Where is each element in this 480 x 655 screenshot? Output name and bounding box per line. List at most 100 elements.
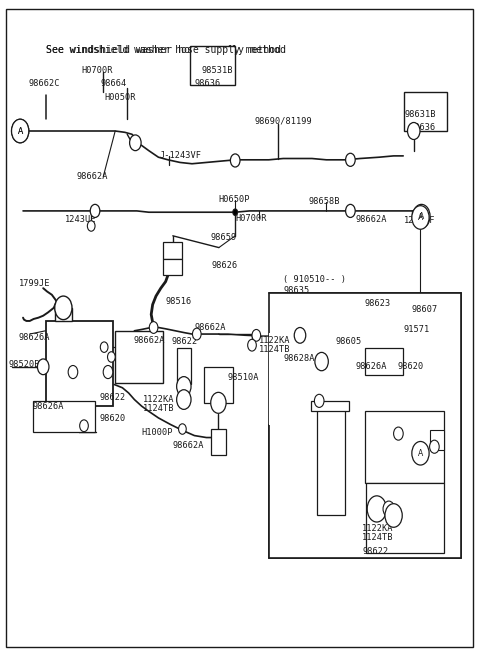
Text: See windshield washer hose supply method: See windshield washer hose supply method xyxy=(46,45,286,55)
Text: 98662A: 98662A xyxy=(355,215,387,224)
Text: 98690/81199: 98690/81199 xyxy=(254,117,312,126)
Text: 98510A: 98510A xyxy=(228,373,260,382)
Text: A: A xyxy=(18,126,23,136)
Circle shape xyxy=(211,392,226,413)
Text: 98626A: 98626A xyxy=(33,402,64,411)
Text: 98631B: 98631B xyxy=(404,110,436,119)
Text: 98662A: 98662A xyxy=(133,336,165,345)
Text: 98636: 98636 xyxy=(194,79,221,88)
Text: See windshield washer hose supply method: See windshield washer hose supply method xyxy=(46,45,281,55)
Text: 98636: 98636 xyxy=(409,122,436,132)
Circle shape xyxy=(179,424,186,434)
Circle shape xyxy=(90,204,100,217)
Circle shape xyxy=(80,420,88,432)
Text: 98623: 98623 xyxy=(365,299,391,308)
Circle shape xyxy=(408,122,420,140)
Circle shape xyxy=(383,501,395,517)
Circle shape xyxy=(346,204,355,217)
Text: 1124TB: 1124TB xyxy=(362,533,394,542)
Circle shape xyxy=(177,377,191,396)
Circle shape xyxy=(108,352,115,362)
Text: H0700R: H0700R xyxy=(82,66,113,75)
Text: 91571: 91571 xyxy=(403,325,430,334)
Circle shape xyxy=(37,359,49,375)
Circle shape xyxy=(430,440,439,453)
Text: H0650P: H0650P xyxy=(218,195,250,204)
Circle shape xyxy=(100,342,108,352)
Bar xyxy=(317,407,345,515)
Text: 1122KA: 1122KA xyxy=(362,524,394,533)
Bar xyxy=(269,333,298,426)
Bar xyxy=(366,483,444,553)
Text: 98626A: 98626A xyxy=(355,362,387,371)
Text: 98628A: 98628A xyxy=(283,354,315,364)
Bar xyxy=(211,429,226,455)
Circle shape xyxy=(248,339,256,351)
Text: J-1243VF: J-1243VF xyxy=(159,151,202,160)
Circle shape xyxy=(413,204,430,228)
Text: ( 910510-- ): ( 910510-- ) xyxy=(283,274,346,284)
Bar xyxy=(269,293,461,558)
Circle shape xyxy=(412,441,429,465)
Bar xyxy=(190,46,235,85)
Text: 98626: 98626 xyxy=(211,261,238,270)
Circle shape xyxy=(55,296,72,320)
Bar xyxy=(46,406,72,427)
Circle shape xyxy=(314,394,324,407)
Text: 1124TB: 1124TB xyxy=(259,345,291,354)
Text: 98626A: 98626A xyxy=(18,333,50,343)
Text: H0050R: H0050R xyxy=(105,93,136,102)
Text: 98620: 98620 xyxy=(397,362,424,371)
Text: 1799JE: 1799JE xyxy=(19,279,51,288)
Circle shape xyxy=(68,365,78,379)
Text: 1122KA: 1122KA xyxy=(143,395,175,404)
Circle shape xyxy=(149,322,158,333)
Circle shape xyxy=(346,153,355,166)
Text: 98662A: 98662A xyxy=(173,441,204,450)
Bar xyxy=(365,348,403,375)
Text: A: A xyxy=(18,126,23,136)
Text: H0700R: H0700R xyxy=(235,214,267,223)
Text: A: A xyxy=(419,212,424,221)
Text: 98662A: 98662A xyxy=(194,323,226,332)
Text: 1243VF: 1243VF xyxy=(404,216,436,225)
Circle shape xyxy=(394,427,403,440)
Circle shape xyxy=(12,119,29,143)
Bar xyxy=(115,331,163,383)
Text: 98664: 98664 xyxy=(101,79,127,88)
Circle shape xyxy=(12,119,29,143)
Bar xyxy=(404,92,447,131)
Bar xyxy=(177,348,191,384)
Text: 98607: 98607 xyxy=(412,305,438,314)
Circle shape xyxy=(233,209,238,215)
Text: 98635: 98635 xyxy=(283,286,310,295)
Text: 98658B: 98658B xyxy=(308,197,340,206)
Text: 98620: 98620 xyxy=(100,414,126,423)
Text: A: A xyxy=(418,449,423,458)
Circle shape xyxy=(130,135,141,151)
Text: 98662C: 98662C xyxy=(29,79,60,88)
Text: 1243UE: 1243UE xyxy=(65,215,97,224)
Text: 98659: 98659 xyxy=(210,233,237,242)
Text: H1000P: H1000P xyxy=(142,428,173,437)
Bar xyxy=(311,401,349,411)
Text: 98622: 98622 xyxy=(362,547,389,556)
Bar xyxy=(365,411,444,483)
Circle shape xyxy=(230,154,240,167)
Text: 1122KA: 1122KA xyxy=(259,336,291,345)
Text: A: A xyxy=(418,213,423,222)
Circle shape xyxy=(103,365,113,379)
Bar xyxy=(46,321,113,406)
Bar xyxy=(33,401,95,432)
Text: 98516: 98516 xyxy=(166,297,192,307)
Circle shape xyxy=(87,221,95,231)
Text: 1124TB: 1124TB xyxy=(143,403,175,413)
Circle shape xyxy=(192,328,201,340)
Circle shape xyxy=(412,206,429,229)
Bar xyxy=(55,308,72,321)
Circle shape xyxy=(252,329,261,341)
Text: 98531B: 98531B xyxy=(202,66,233,75)
Bar xyxy=(204,367,233,403)
Text: 98622: 98622 xyxy=(172,337,198,346)
Text: 98605: 98605 xyxy=(335,337,361,346)
